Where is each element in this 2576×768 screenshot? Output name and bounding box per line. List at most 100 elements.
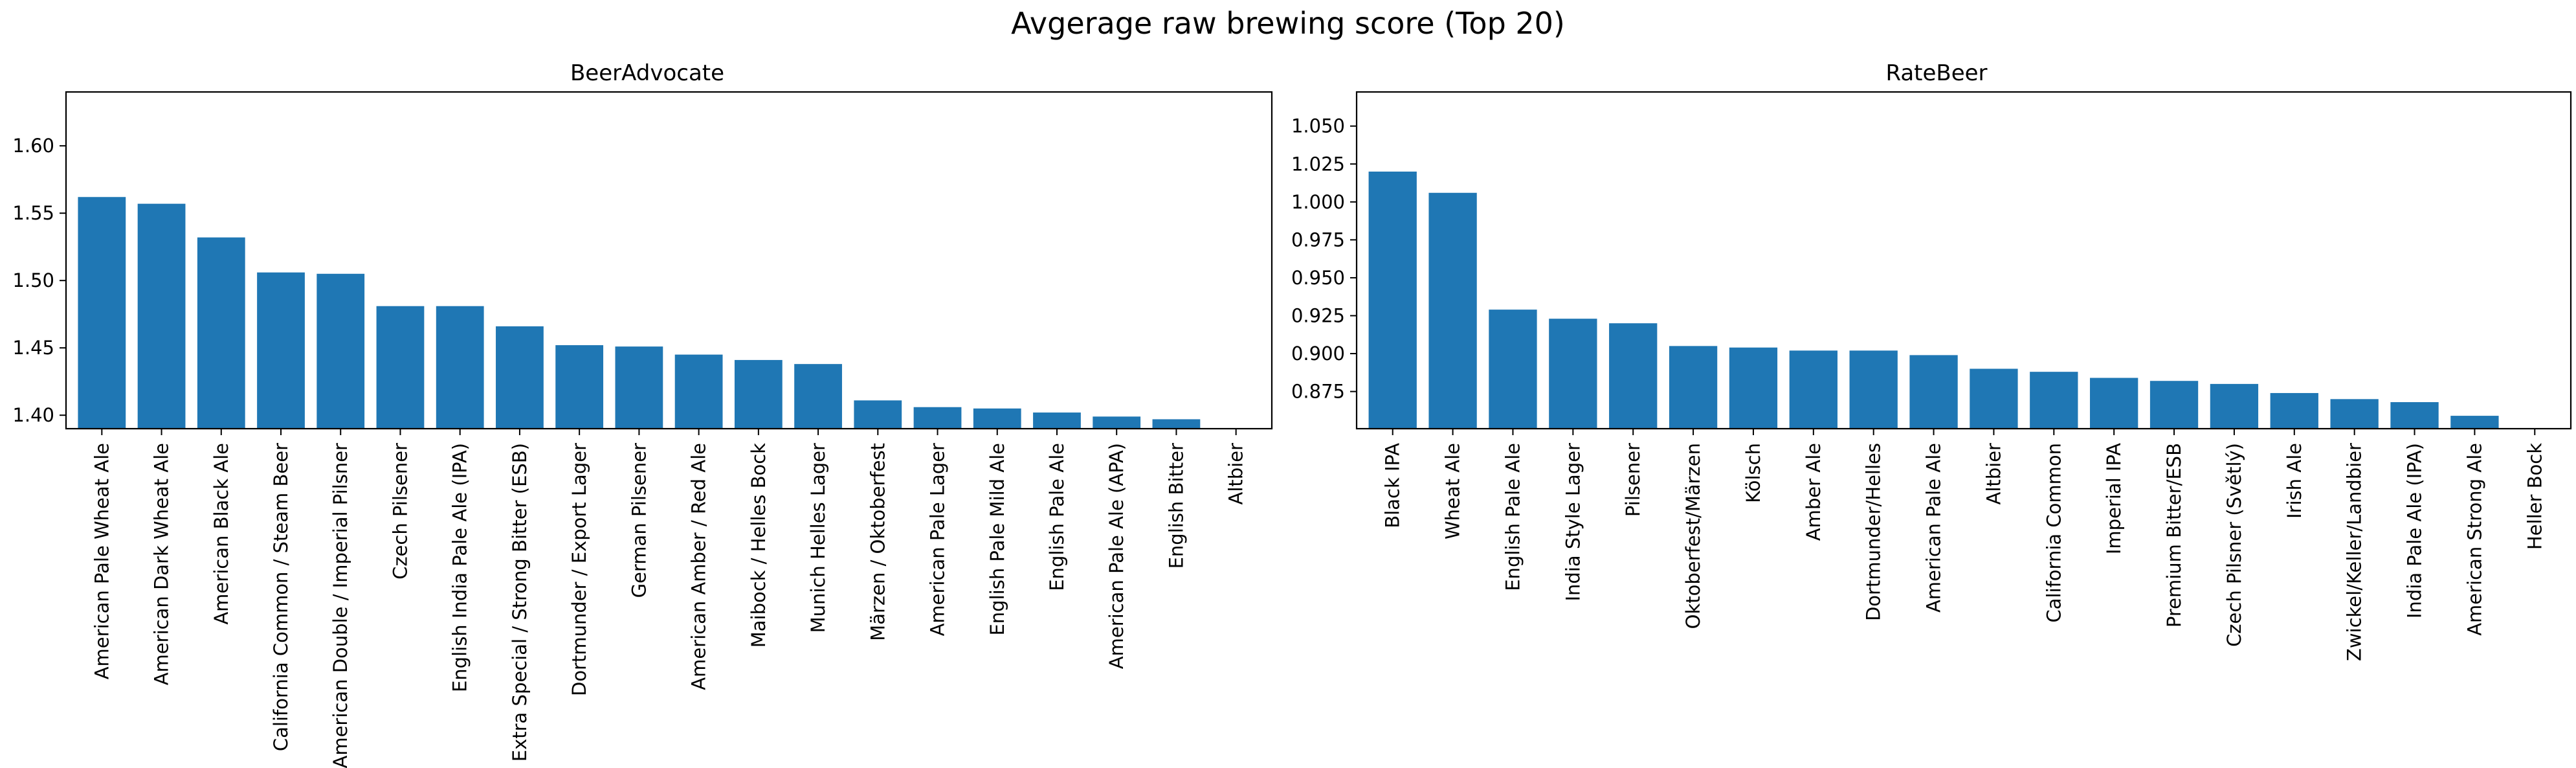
bar-beeradvocate [496,326,544,429]
x-tick-label-ratebeer: India Pale Ale (IPA) [2404,443,2426,618]
bar-ratebeer [2330,399,2379,429]
axes-frame-beeradvocate [65,91,1273,430]
y-tick-label-beeradvocate: 1.55 [12,202,54,224]
axes-frame-ratebeer [1355,91,2572,430]
x-tick-label-ratebeer: Oktoberfest/Märzen [1682,443,1704,629]
x-tick-label-ratebeer: American Pale Ale [1923,443,1945,613]
x-tick-label-ratebeer: Amber Ale [1803,443,1825,541]
x-tick-label-beeradvocate: English Bitter [1165,443,1187,569]
x-tick-label-beeradvocate: American Pale Lager [927,443,949,636]
x-tick-label-beeradvocate: California Common / Steam Beer [270,443,292,751]
x-tick-label-beeradvocate: Dortmunder / Export Lager [568,443,590,696]
bar-beeradvocate [854,400,902,429]
x-tick-label-ratebeer: Irish Ale [2283,443,2305,519]
bar-ratebeer [1489,310,1537,429]
x-tick-label-ratebeer: Wheat Ale [1442,443,1464,539]
x-tick-label-beeradvocate: American Black Ale [210,443,232,625]
y-tick-label-beeradvocate: 1.60 [12,135,54,157]
bar-beeradvocate [913,407,962,429]
y-tick-label-ratebeer: 1.050 [1291,115,1345,137]
bar-ratebeer [2090,378,2138,429]
x-tick-label-ratebeer: Imperial IPA [2103,443,2125,554]
y-tick-label-ratebeer: 0.950 [1291,267,1345,289]
bar-beeradvocate [674,354,723,429]
x-tick-label-beeradvocate: American Pale Ale (APA) [1105,443,1127,669]
x-tick-label-ratebeer: Altbier [1982,443,2004,505]
bar-beeradvocate [316,273,365,429]
bar-beeradvocate [794,364,842,429]
x-tick-label-ratebeer: Heller Bock [2524,443,2546,550]
y-tick-label-beeradvocate: 1.45 [12,337,54,359]
y-tick-label-ratebeer: 0.975 [1291,229,1345,251]
bar-ratebeer [2270,392,2318,429]
x-tick-label-ratebeer: Dortmunder/Helles [1863,443,1885,621]
bar-ratebeer [1970,368,2018,429]
bar-beeradvocate [1152,419,1201,429]
x-tick-label-ratebeer: California Common [2043,443,2065,623]
bar-beeradvocate [1033,412,1081,429]
bar-ratebeer [1549,319,1597,429]
y-tick-label-beeradvocate: 1.50 [12,269,54,291]
x-tick-label-beeradvocate: German Pilsener [628,443,650,598]
x-tick-label-beeradvocate: English Pale Ale [1046,443,1068,591]
x-tick-label-beeradvocate: Munich Helles Lager [807,443,829,633]
x-tick-label-beeradvocate: English India Pale Ale (IPA) [449,443,471,692]
bar-ratebeer [1909,355,1958,429]
y-tick-label-ratebeer: 1.025 [1291,153,1345,175]
bar-ratebeer [2149,381,2199,429]
bar-beeradvocate [257,272,305,429]
x-tick-label-ratebeer: India Style Lager [1562,443,1584,602]
ratebeer-panel: RateBeer 0.875 0.900 0.925 0.950 0.975 1.000 1… [1291,60,2572,661]
bar-beeradvocate [78,197,126,429]
y-tick-label-ratebeer: 0.900 [1291,343,1345,365]
bar-beeradvocate [1093,416,1141,429]
bar-beeradvocate [376,306,425,429]
x-tick-label-ratebeer: Premium Bitter/ESB [2163,443,2185,627]
panel-title-beeradvocate: BeerAdvocate [570,60,724,86]
x-tick-label-ratebeer: Kölsch [1742,443,1764,503]
x-tick-label-beeradvocate: American Dark Wheat Ale [151,443,173,685]
bar-beeradvocate [615,346,663,429]
bar-beeradvocate [555,345,604,429]
x-tick-label-beeradvocate: Czech Pilsener [389,443,411,580]
beeradvocate-panel: BeerAdvocate 1.40 1.45 1.50 1.55 1.60 America… [12,60,1273,768]
x-tick-label-ratebeer: Pilsener [1622,443,1644,517]
x-tick-label-ratebeer: Black IPA [1382,443,1404,528]
y-tick-label-beeradvocate: 1.40 [12,404,54,426]
bar-beeradvocate [436,306,484,429]
y-tick-label-ratebeer: 1.000 [1291,191,1345,213]
x-tick-label-ratebeer: Zwickel/Keller/Landbier [2344,443,2366,661]
x-tick-label-beeradvocate: Extra Special / Strong Bitter (ESB) [509,443,531,762]
bar-ratebeer [1609,323,1658,429]
x-tick-label-beeradvocate: American Double / Imperial Pilsner [329,443,351,768]
y-tick-label-ratebeer: 0.875 [1291,381,1345,403]
bar-ratebeer [1669,346,1718,429]
bar-beeradvocate [973,408,1021,429]
bar-beeradvocate [197,237,245,429]
bar-ratebeer [1849,350,1898,429]
bar-ratebeer [2210,383,2259,429]
bar-ratebeer [1729,347,1778,429]
x-tick-label-beeradvocate: English Pale Mild Ale [986,443,1008,636]
x-tick-label-ratebeer: American Strong Ale [2463,443,2485,636]
bar-ratebeer [2450,416,2499,429]
x-tick-label-ratebeer: Czech Pilsner (Světlý) [2223,443,2245,647]
bar-beeradvocate [137,203,186,429]
bar-beeradvocate [734,359,783,429]
panel-title-ratebeer: RateBeer [1885,60,1987,86]
bar-ratebeer [2030,372,2078,429]
figure-title: Avgerage raw brewing score (Top 20) [1011,6,1565,41]
y-tick-label-ratebeer: 0.925 [1291,304,1345,326]
bar-ratebeer [1368,171,1417,429]
x-tick-label-beeradvocate: American Amber / Red Ale [688,443,710,690]
bar-ratebeer [2390,402,2439,429]
x-tick-label-beeradvocate: American Pale Wheat Ale [91,443,113,679]
x-tick-label-beeradvocate: Altbier [1225,443,1247,505]
bar-ratebeer [1428,192,1477,429]
x-tick-label-beeradvocate: Maibock / Helles Bock [748,443,770,648]
x-tick-label-beeradvocate: Märzen / Oktoberfest [867,443,889,641]
x-tick-label-ratebeer: English Pale Ale [1502,443,1524,591]
bar-ratebeer [1789,350,1838,429]
